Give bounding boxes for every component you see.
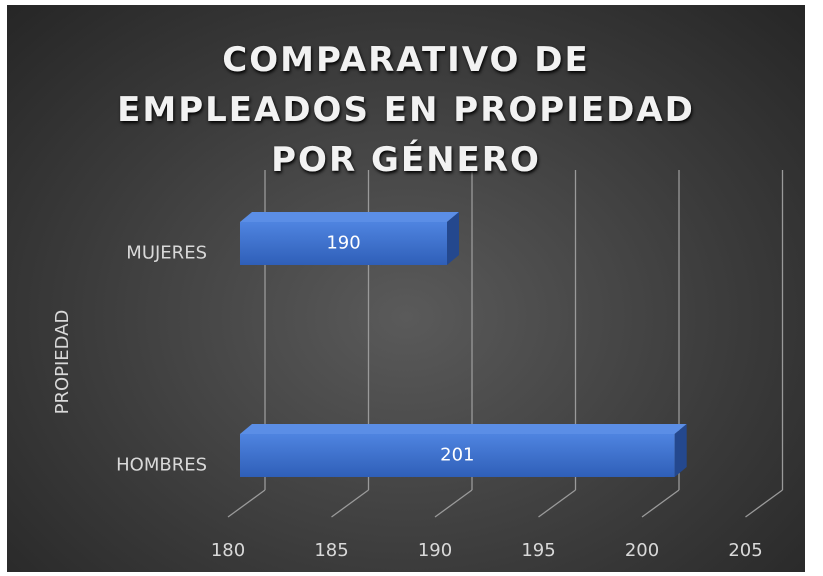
- bar-top: [240, 212, 459, 222]
- x-tick-label: 200: [625, 540, 659, 561]
- floor-grid-line: [227, 489, 266, 518]
- x-tick-label: 185: [314, 540, 348, 561]
- value-label: 190: [326, 233, 360, 254]
- chart-title: COMPARATIVO DE EMPLEADOS EN PROPIEDAD PO…: [117, 40, 695, 180]
- chart: PROPIEDAD 180 185 190 195 200 205 MUJERES 190 HO…: [52, 170, 784, 561]
- bar-side: [674, 424, 687, 477]
- x-tick-label: 205: [728, 540, 762, 561]
- y-tick-label: MUJERES: [126, 243, 207, 264]
- y-axis-label: PROPIEDAD: [52, 310, 73, 415]
- chart-area: PROPIEDAD 180 185 190 195 200 205 MUJERES 190 HO…: [7, 5, 805, 572]
- value-label: 201: [440, 445, 474, 466]
- floor-grid-line: [641, 489, 680, 518]
- bar: [240, 222, 447, 265]
- floor-grid-line: [745, 489, 783, 518]
- x-tick-label: 190: [418, 540, 452, 561]
- y-tick-label: HOMBRES: [116, 455, 207, 476]
- bar: [240, 434, 675, 477]
- x-tick-label: 195: [521, 540, 555, 561]
- floor-grid-line: [434, 489, 473, 518]
- floor-grid-line: [331, 489, 369, 518]
- bar-side: [447, 212, 459, 265]
- floor-grid-line: [538, 489, 576, 518]
- bar-top: [240, 424, 687, 434]
- x-tick-label: 180: [211, 540, 245, 561]
